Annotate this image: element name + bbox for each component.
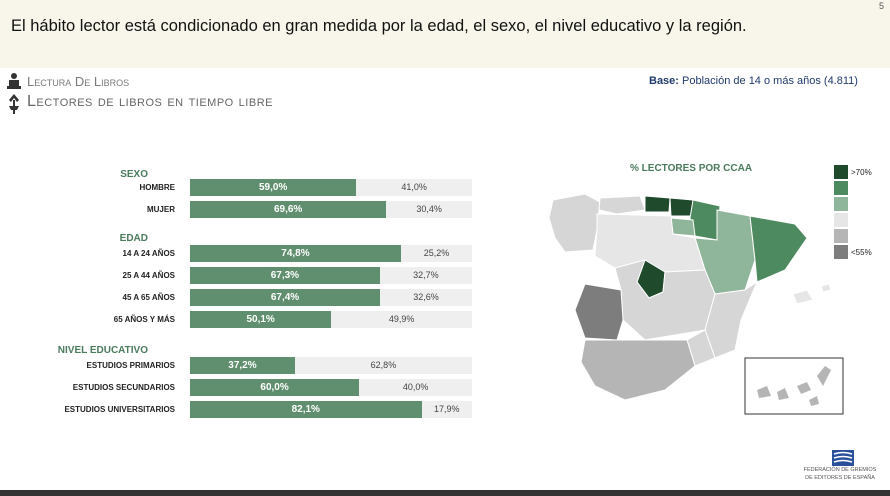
- base-text: Población de 14 o más años (4.811): [682, 75, 858, 87]
- base-label: Base:: [649, 75, 679, 87]
- region-extremadura: [574, 283, 624, 341]
- federation-logo-icon: [832, 450, 854, 466]
- bar-label: 25 A 44 AÑOS: [122, 271, 175, 280]
- bar-label: 65 AÑOS Y MÁS: [113, 315, 175, 324]
- region-cataluna: [749, 215, 808, 283]
- header-bar: [0, 0, 890, 68]
- bar-remainder-label: 30,4%: [416, 204, 442, 214]
- group-title: NIVEL EDUCATIVO: [57, 345, 148, 356]
- page-number: 5: [878, 1, 884, 11]
- bar-value-label: 67,3%: [270, 270, 300, 281]
- bar-value-label: 67,4%: [270, 292, 300, 303]
- legend-swatch: [834, 181, 848, 195]
- bar: [190, 267, 380, 284]
- group-title: EDAD: [119, 233, 148, 244]
- bar-remainder-label: 25,2%: [423, 248, 450, 258]
- bar-value-label: 74,8%: [281, 248, 310, 259]
- bar: [190, 289, 381, 306]
- region-la-rioja: [670, 217, 696, 237]
- bar-label: 45 A 65 AÑOS: [122, 293, 175, 302]
- bar-value-label: 82,1%: [291, 404, 320, 415]
- bar: [190, 401, 422, 418]
- bar: [190, 201, 387, 218]
- federation-line2: DE EDITORES DE ESPAÑA: [805, 475, 875, 481]
- bar: [190, 179, 357, 196]
- bar-value-label: 60,0%: [260, 382, 289, 393]
- legend-swatch: [834, 213, 848, 227]
- bar-label: ESTUDIOS SECUNDARIOS: [72, 383, 175, 392]
- legend-swatch: [834, 245, 848, 259]
- spain-map: [548, 193, 844, 415]
- region-castilla-la-mancha: [614, 259, 716, 341]
- bar: [190, 245, 401, 262]
- region-galicia: [548, 193, 601, 253]
- bar-label: 14 A 24 AÑOS: [122, 249, 175, 258]
- map-title: % LECTORES POR CCAA: [630, 163, 753, 174]
- bar-remainder-label: 40,0%: [402, 382, 429, 392]
- group-title: SEXO: [120, 169, 148, 180]
- bar-label: HOMBRE: [139, 183, 175, 192]
- legend-label: <55%: [851, 248, 872, 257]
- bar-value-label: 69,6%: [273, 204, 303, 215]
- bar: [190, 311, 332, 328]
- reader-icon: [7, 73, 21, 114]
- region-andalucia: [580, 339, 696, 401]
- headline: El hábito lector está condicionado en gr…: [11, 17, 747, 35]
- bar-value-label: 50,1%: [246, 314, 275, 325]
- bar: [190, 357, 295, 374]
- base-note: Base: Población de 14 o más años (4.811): [649, 75, 858, 87]
- bar: [190, 379, 360, 396]
- canarias-inset: [744, 357, 844, 415]
- bottom-strip: [0, 490, 890, 496]
- bar-value-label: 59,0%: [259, 182, 288, 193]
- legend-swatch: [834, 165, 848, 179]
- legend-swatch: [834, 229, 848, 243]
- federation-name: FEDERACIÓN DE GREMIOS DE EDITORES DE ESP…: [790, 466, 890, 482]
- legend-swatch: [834, 197, 848, 211]
- bar-remainder-label: 41,0%: [401, 182, 427, 192]
- bar-remainder-label: 62,8%: [370, 360, 397, 370]
- legend-label: >70%: [851, 168, 872, 177]
- region-navarra: [689, 199, 721, 241]
- bar-label: ESTUDIOS UNIVERSITARIOS: [64, 405, 175, 414]
- section-title: Lectura De Libros: [27, 74, 130, 89]
- bar-remainder-label: 49,9%: [388, 314, 415, 324]
- bar-remainder-label: 17,9%: [433, 404, 460, 414]
- chart-subtitle: Lectores de libros en tiempo libre: [27, 93, 273, 110]
- federation-line1: FEDERACIÓN DE GREMIOS: [803, 467, 877, 473]
- bar-remainder-label: 32,6%: [413, 292, 439, 302]
- bar-label: ESTUDIOS PRIMARIOS: [86, 361, 175, 370]
- bar-label: MUJER: [146, 205, 175, 214]
- bar-remainder-label: 32,7%: [413, 270, 439, 280]
- bar-value-label: 37,2%: [228, 360, 257, 371]
- region-cantabria: [644, 195, 671, 213]
- region-baleares: [792, 283, 832, 305]
- region-asturias: [598, 195, 646, 215]
